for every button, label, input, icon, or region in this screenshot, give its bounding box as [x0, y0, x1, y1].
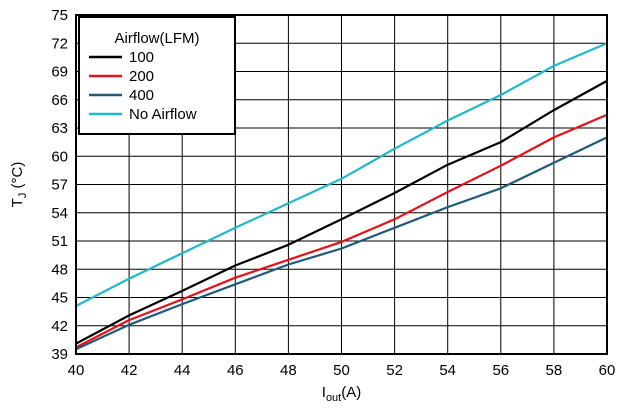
series-lines [75, 42, 608, 351]
x-tick-label: 56 [492, 362, 509, 379]
y-tick-label: 48 [51, 261, 68, 278]
legend-label: 100 [129, 49, 154, 66]
y-tick-label: 57 [51, 177, 68, 194]
series-line [75, 42, 608, 307]
series-line [75, 79, 608, 345]
x-tick-label: 48 [280, 362, 297, 379]
legend-label: 200 [129, 68, 154, 85]
y-tick-label: 60 [51, 148, 68, 165]
legend-label: No Airflow [129, 106, 197, 123]
x-tick-label: 42 [121, 362, 138, 379]
x-axis-title-sub: out [326, 392, 341, 404]
y-axis-title-unit: (°C) [9, 162, 26, 193]
legend: Airflow(LFM) 100 200 400 No Airflow [78, 16, 236, 135]
legend-label: 400 [129, 87, 154, 104]
x-tick-label: 60 [599, 362, 616, 379]
y-tick-label: 63 [51, 120, 68, 137]
x-tick-label: 52 [386, 362, 403, 379]
x-axis-title-unit: (A) [341, 384, 361, 401]
y-tick-label: 66 [51, 92, 68, 109]
x-tick-label: 54 [439, 362, 456, 379]
series-line [75, 136, 608, 351]
x-tick-label: 46 [227, 362, 244, 379]
legend-title: Airflow(LFM) [115, 30, 200, 47]
y-tick-label: 42 [51, 318, 68, 335]
x-axis-title-main: I [322, 384, 326, 401]
legend-items: 100 200 400 No Airflow [89, 49, 197, 123]
y-axis-title-sub: J [17, 193, 29, 199]
y-axis-title: TJ (°C) [9, 162, 29, 208]
y-tick-label: 39 [51, 346, 68, 363]
x-tick-label: 44 [174, 362, 191, 379]
x-tick-label: 58 [546, 362, 563, 379]
y-tick-label: 45 [51, 290, 68, 307]
y-axis-title-main: T [9, 198, 26, 207]
y-tick-label: 75 [51, 7, 68, 24]
y-tick-label: 69 [51, 64, 68, 81]
y-tick-label: 54 [51, 205, 68, 222]
y-tick-labels: 39 42 45 48 51 54 57 60 63 66 69 72 75 [51, 7, 68, 363]
x-tick-label: 40 [68, 362, 85, 379]
y-tick-label: 51 [51, 233, 68, 250]
x-tick-label: 50 [333, 362, 350, 379]
y-tick-label: 72 [51, 35, 68, 52]
x-tick-labels: 40 42 44 46 48 50 52 54 56 58 60 [68, 362, 616, 379]
x-axis-title: Iout(A) [322, 384, 361, 404]
plot-frame [75, 14, 608, 355]
series-line [75, 113, 608, 349]
